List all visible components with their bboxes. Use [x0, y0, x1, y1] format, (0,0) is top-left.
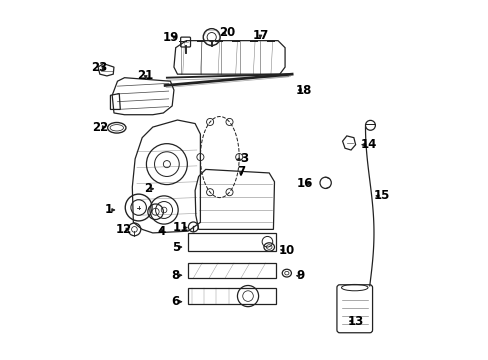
- Text: 4: 4: [157, 225, 165, 238]
- Text: 17: 17: [252, 29, 268, 42]
- Text: 22: 22: [92, 121, 108, 134]
- Text: 3: 3: [240, 152, 248, 165]
- Text: 13: 13: [347, 315, 363, 328]
- Text: 9: 9: [296, 270, 305, 283]
- Text: 21: 21: [137, 69, 154, 82]
- Text: 10: 10: [278, 244, 294, 257]
- Text: 5: 5: [171, 240, 180, 253]
- Text: 14: 14: [360, 138, 376, 151]
- Text: 23: 23: [91, 60, 107, 73]
- Text: 16: 16: [296, 177, 313, 190]
- Text: 15: 15: [373, 189, 389, 202]
- Text: 18: 18: [295, 84, 311, 96]
- Text: 6: 6: [171, 295, 180, 308]
- Text: 12: 12: [116, 223, 132, 236]
- Text: 8: 8: [171, 269, 180, 282]
- Text: 11: 11: [173, 221, 189, 234]
- Text: 2: 2: [144, 182, 152, 195]
- Text: 19: 19: [162, 31, 178, 44]
- Text: 20: 20: [219, 26, 235, 39]
- Text: 7: 7: [236, 165, 244, 178]
- Text: 1: 1: [104, 203, 113, 216]
